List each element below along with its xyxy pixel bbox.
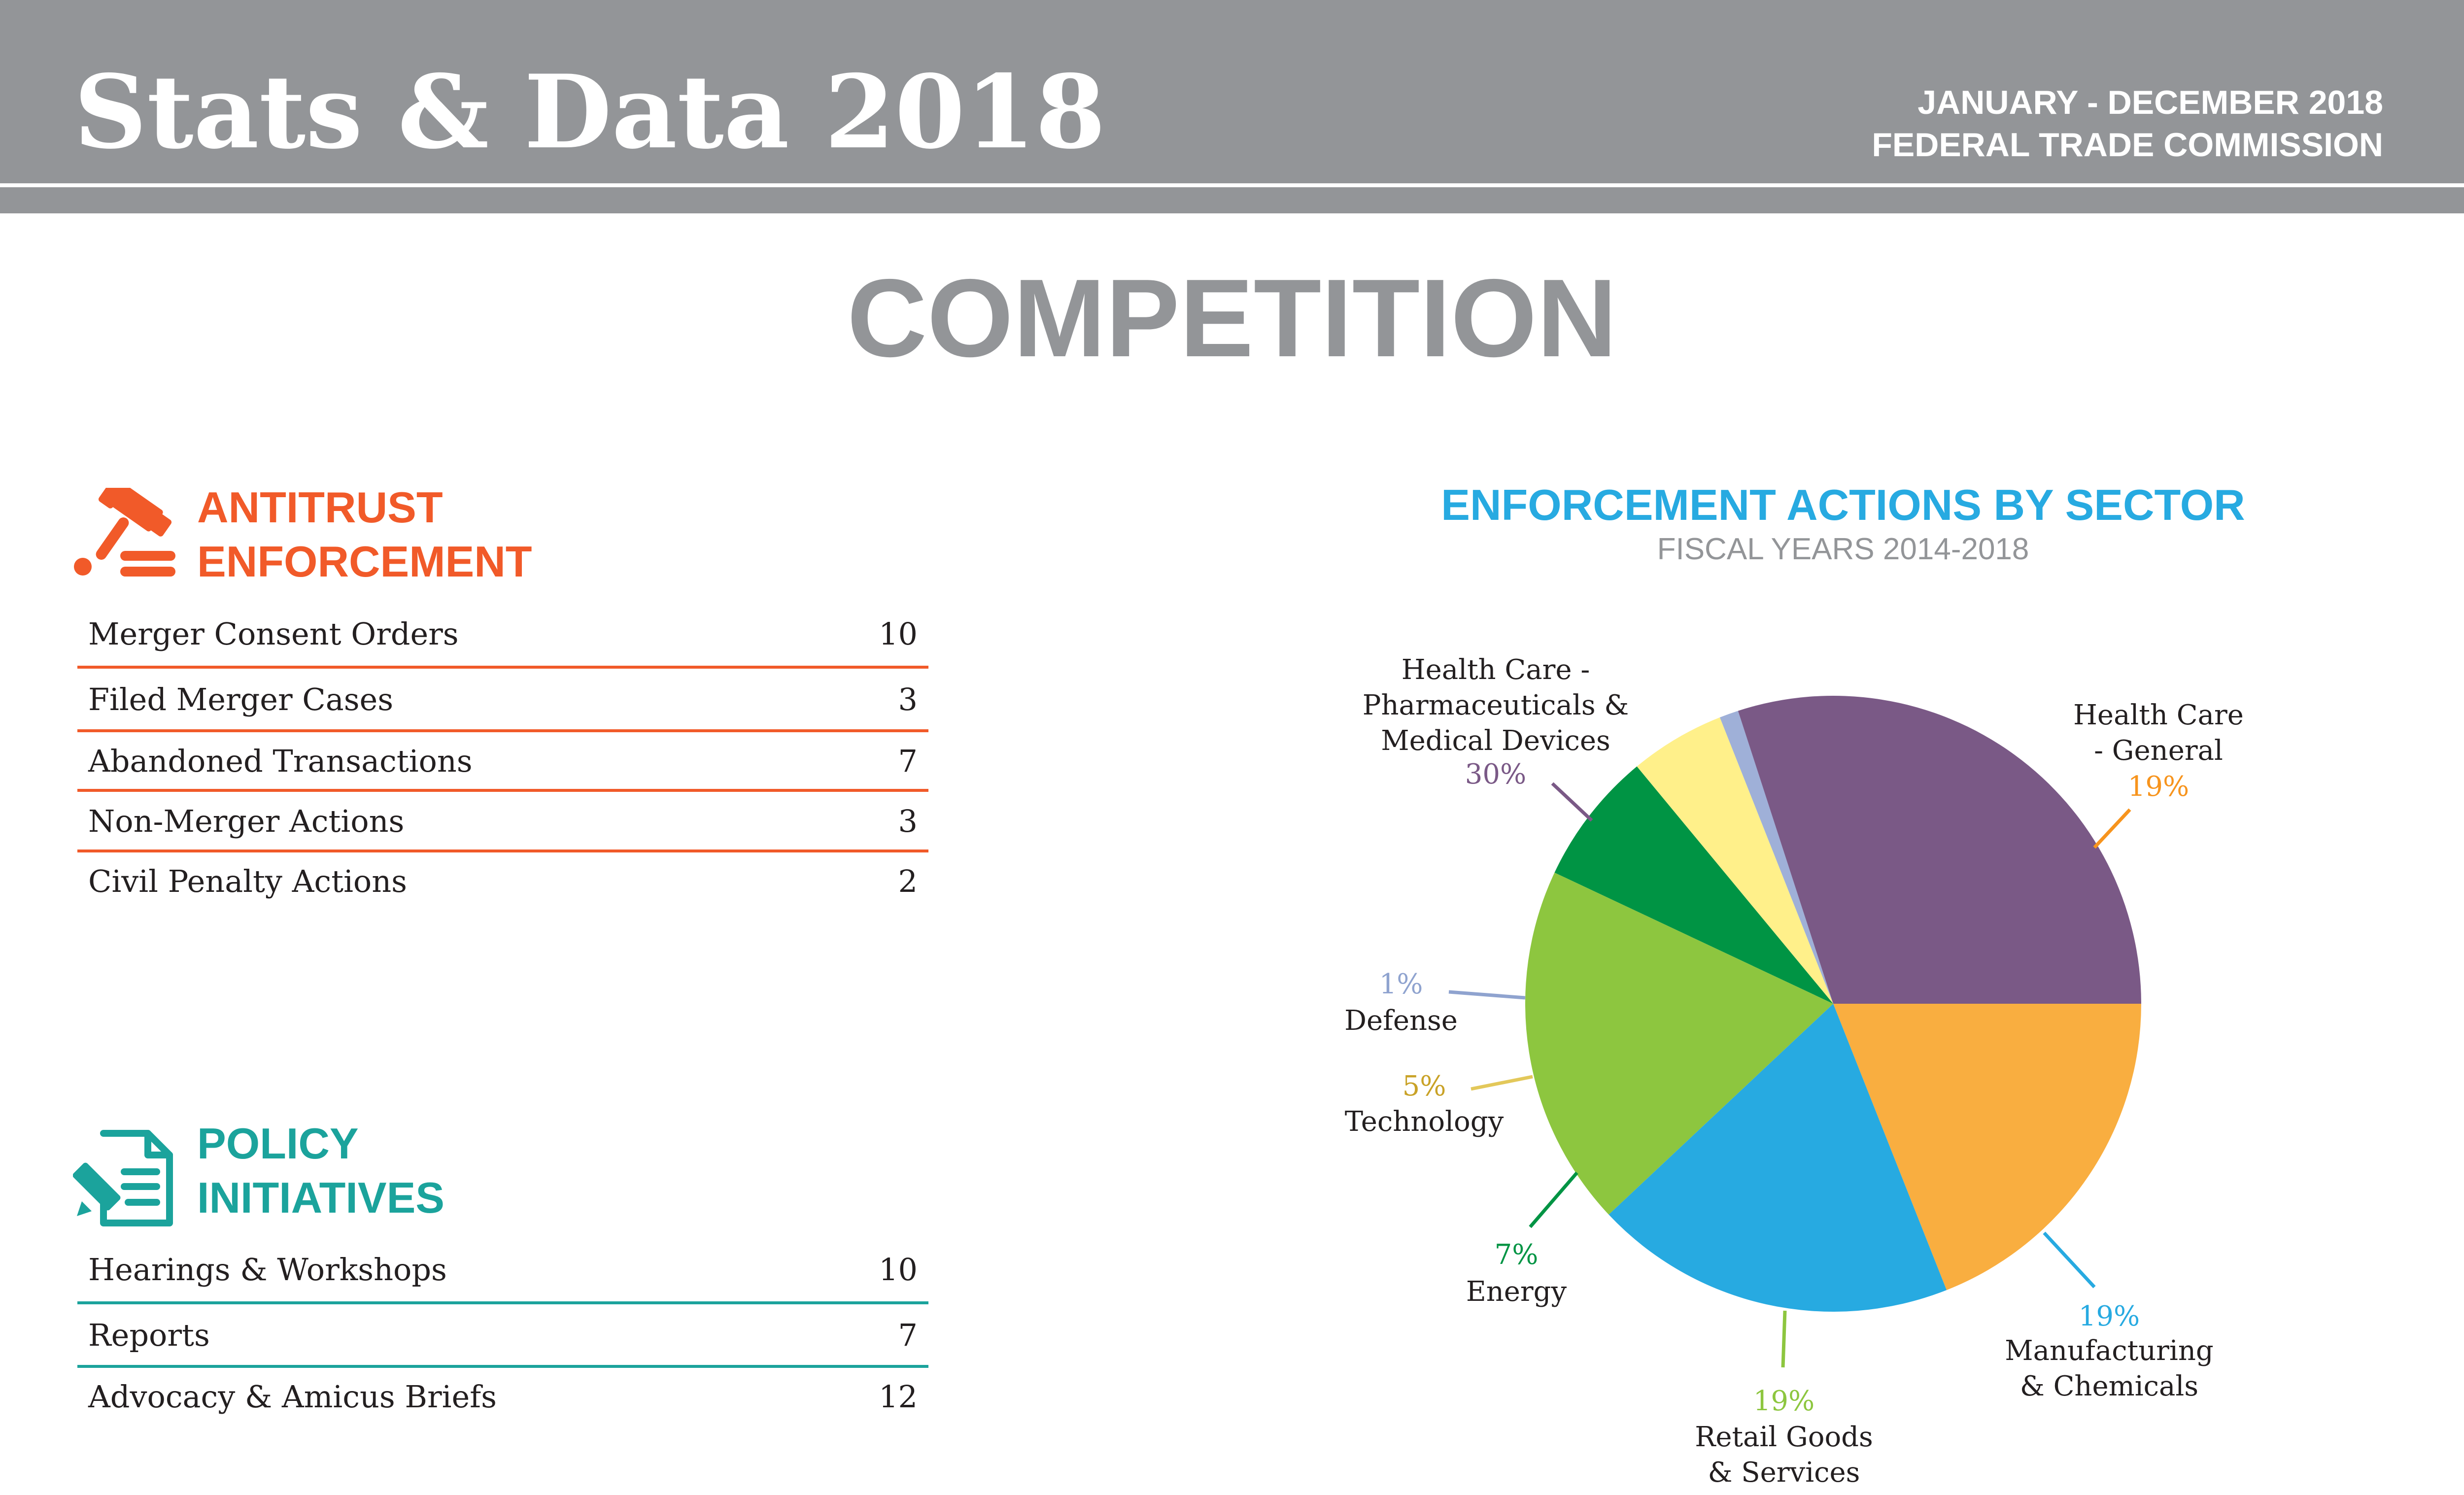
pie-slice — [1525, 872, 1833, 1215]
chart-subtitle: FISCAL YEARS 2014-2018 — [1657, 532, 2029, 566]
antitrust-heading: ANTITRUST ENFORCEMENT — [197, 480, 532, 589]
slice-label: Retail Goods — [1695, 1421, 1873, 1453]
stat-value: 3 — [898, 681, 918, 717]
pie-slice — [1608, 1004, 1947, 1312]
header-meta: JANUARY - DECEMBER 2018 FEDERAL TRADE CO… — [1872, 81, 2383, 166]
stat-label: Filed Merger Cases — [88, 681, 394, 717]
brand-title: Stats & Data 2018 — [74, 53, 1106, 171]
stat-label: Reports — [88, 1317, 210, 1353]
slice-label: & Services — [1708, 1457, 1860, 1489]
row-divider — [77, 1365, 928, 1368]
stat-label: Civil Penalty Actions — [88, 863, 407, 899]
antitrust-heading-line2: ENFORCEMENT — [197, 537, 532, 586]
leader-line — [1781, 1310, 1787, 1368]
chart-title: ENFORCEMENT ACTIONS BY SECTOR — [1441, 480, 2245, 529]
row-divider — [77, 666, 928, 669]
agency-name: FEDERAL TRADE COMMISSION — [1872, 126, 2383, 164]
policy-heading: POLICY INITIATIVES — [197, 1117, 445, 1225]
stat-label: Non-Merger Actions — [88, 803, 405, 839]
stat-value: 12 — [879, 1379, 918, 1415]
leader-line — [1551, 782, 1593, 822]
slice-label: Technology — [1345, 1106, 1504, 1138]
header-band — [0, 187, 2464, 213]
row-divider — [77, 1301, 928, 1304]
slice-label: Pharmaceuticals & — [1363, 689, 1629, 721]
stat-value: 3 — [898, 803, 918, 839]
stat-value: 7 — [898, 1317, 918, 1353]
pie-slice — [1637, 717, 1833, 1004]
slice-label: Defense — [1344, 1005, 1458, 1037]
stat-value: 2 — [898, 863, 918, 899]
leader-line — [2043, 1231, 2096, 1289]
stat-label: Merger Consent Orders — [88, 616, 459, 652]
header-bar — [0, 0, 2464, 183]
leader-line — [2093, 808, 2131, 849]
slice-percent-label: 1% — [1379, 968, 1423, 1000]
policy-heading-line1: POLICY — [197, 1119, 359, 1168]
slice-percent-label: 19% — [2128, 771, 2189, 803]
page-title: COMPETITION — [847, 256, 1617, 380]
policy-heading-line2: INITIATIVES — [197, 1173, 445, 1222]
stat-value: 7 — [898, 743, 918, 779]
row-divider — [77, 789, 928, 792]
slice-percent-label: 5% — [1403, 1070, 1446, 1102]
slice-percent-label: 19% — [2079, 1300, 2140, 1332]
slice-label: - General — [2094, 735, 2223, 767]
stat-value: 10 — [879, 1252, 918, 1288]
row-divider — [77, 849, 928, 852]
leader-line — [1529, 1171, 1578, 1228]
stat-value: 10 — [879, 616, 918, 652]
pie-slice — [1554, 766, 1833, 1004]
leader-line — [1471, 1075, 1533, 1091]
gavel-icon — [74, 488, 175, 577]
row-divider — [77, 729, 928, 732]
slice-percent-label: 7% — [1495, 1239, 1539, 1271]
slice-label: Health Care — [2073, 699, 2244, 731]
header-divider — [0, 183, 2464, 187]
slice-label: & Chemicals — [2020, 1370, 2198, 1402]
slice-percent-label: 19% — [1753, 1385, 1814, 1417]
leader-line — [1448, 990, 1526, 1000]
slice-label: Energy — [1466, 1276, 1567, 1308]
document-pen-icon — [73, 1130, 173, 1226]
date-range: JANUARY - DECEMBER 2018 — [1917, 84, 2383, 121]
slice-percent-label: 30% — [1465, 758, 1526, 790]
slice-label: Medical Devices — [1381, 725, 1610, 757]
pie-slice — [1738, 696, 2141, 1004]
pie-slice — [1833, 1004, 2141, 1291]
stat-label: Advocacy & Amicus Briefs — [88, 1379, 497, 1415]
antitrust-heading-line1: ANTITRUST — [197, 483, 443, 532]
stat-label: Abandoned Transactions — [88, 743, 473, 779]
stat-label: Hearings & Workshops — [88, 1252, 447, 1288]
slice-label: Health Care - — [1402, 654, 1590, 686]
pie-slice — [1719, 711, 1833, 1004]
slice-label: Manufacturing — [2005, 1335, 2214, 1367]
